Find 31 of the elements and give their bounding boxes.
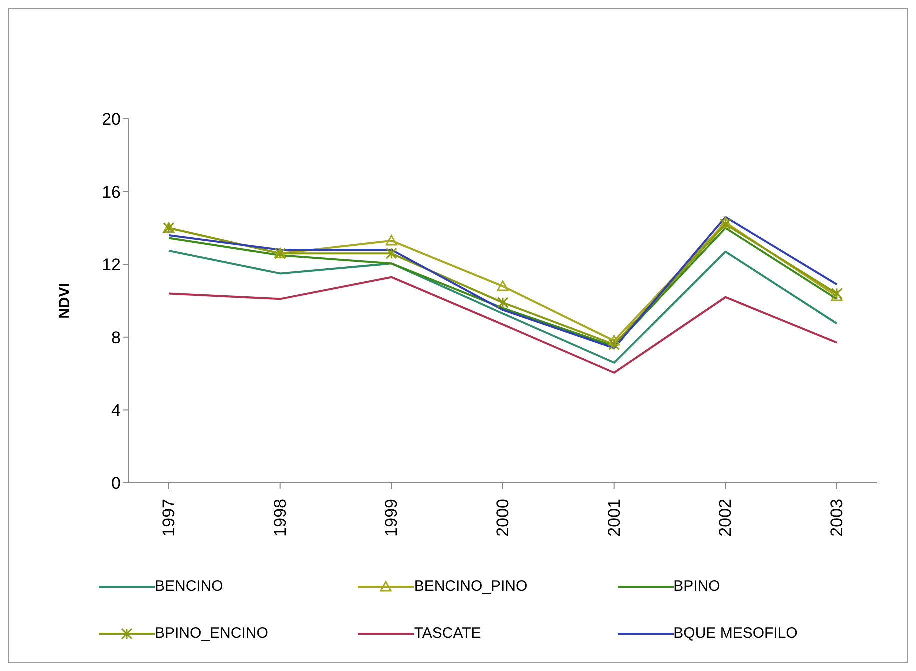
point — [720, 216, 732, 228]
legend-label: BENCINO — [155, 578, 224, 595]
x-tick-label: 2000 — [494, 499, 512, 537]
point — [386, 235, 398, 246]
line-series — [168, 276, 838, 374]
point — [608, 335, 620, 346]
x-tick-label: 2001 — [604, 499, 624, 537]
legend-label: BPINO — [674, 578, 720, 595]
legend-label: BENCINO_PINO — [414, 578, 528, 595]
point — [720, 218, 732, 230]
point — [831, 290, 843, 302]
y-tick-label: 8 — [112, 328, 121, 348]
y-tick-label: 16 — [102, 182, 121, 202]
legend-label: BPINO_ENCINO — [155, 625, 268, 642]
line-series — [168, 250, 838, 364]
y-tick-label: 0 — [112, 474, 121, 494]
legend-label: TASCATE — [414, 625, 482, 642]
point — [386, 248, 398, 260]
y-tick-label: 20 — [102, 110, 121, 130]
x-tick-label: 1998 — [270, 499, 290, 537]
point — [497, 297, 509, 309]
point — [608, 338, 620, 350]
point — [497, 280, 509, 292]
x-tick-label: 2002 — [716, 499, 736, 537]
x-tick-label: 1997 — [160, 499, 178, 537]
y-tick-label: 12 — [102, 256, 121, 275]
y-axis-title: NDVI — [56, 283, 74, 319]
legend-label: BQUE MESOFILO — [674, 625, 798, 642]
x-tick-label: 1999 — [382, 499, 402, 537]
x-tick-label: 2003 — [828, 499, 846, 537]
y-tick-label: 4 — [112, 401, 121, 420]
